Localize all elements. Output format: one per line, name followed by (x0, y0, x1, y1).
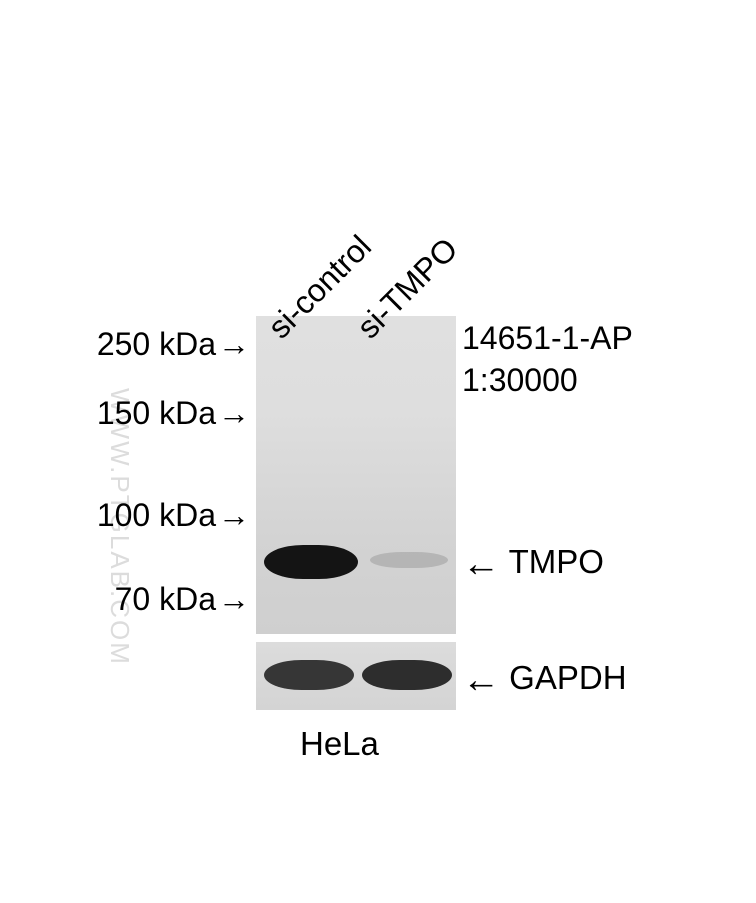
band-gapdh-si-tmpo (362, 660, 452, 690)
arrow-right-icon: → (218, 497, 250, 534)
mw-label-70: 70 kDa→ (115, 581, 250, 618)
cell-line-label: HeLa (300, 725, 379, 763)
blot-main-panel (256, 316, 456, 634)
arrow-left-icon: ← (462, 543, 500, 585)
band-tmpo-si-tmpo (370, 552, 448, 568)
band-gapdh-si-control (264, 660, 354, 690)
arrow-left-icon: ← (462, 659, 500, 701)
figure-container: WWW.PTGLAB.COM 250 kDa→ 150 kDa→ 100 kDa… (0, 0, 756, 903)
mw-label-100: 100 kDa→ (97, 497, 250, 534)
arrow-right-icon: → (218, 395, 250, 432)
mw-text-70: 70 kDa (115, 581, 216, 617)
blot-gapdh-panel (256, 642, 456, 710)
band-label-gapdh-text: GAPDH (509, 659, 626, 696)
arrow-right-icon: → (218, 581, 250, 618)
band-label-gapdh: ← GAPDH (462, 659, 627, 702)
mw-label-150: 150 kDa→ (97, 395, 250, 432)
mw-text-100: 100 kDa (97, 497, 216, 533)
antibody-dilution: 1:30000 (462, 362, 578, 399)
mw-text-250: 250 kDa (97, 326, 216, 362)
mw-label-250: 250 kDa→ (97, 326, 250, 363)
mw-text-150: 150 kDa (97, 395, 216, 431)
band-tmpo-si-control (264, 545, 358, 579)
band-label-tmpo: ← TMPO (462, 543, 604, 586)
band-label-tmpo-text: TMPO (509, 543, 604, 580)
antibody-catalog: 14651-1-AP (462, 320, 633, 357)
arrow-right-icon: → (218, 326, 250, 363)
